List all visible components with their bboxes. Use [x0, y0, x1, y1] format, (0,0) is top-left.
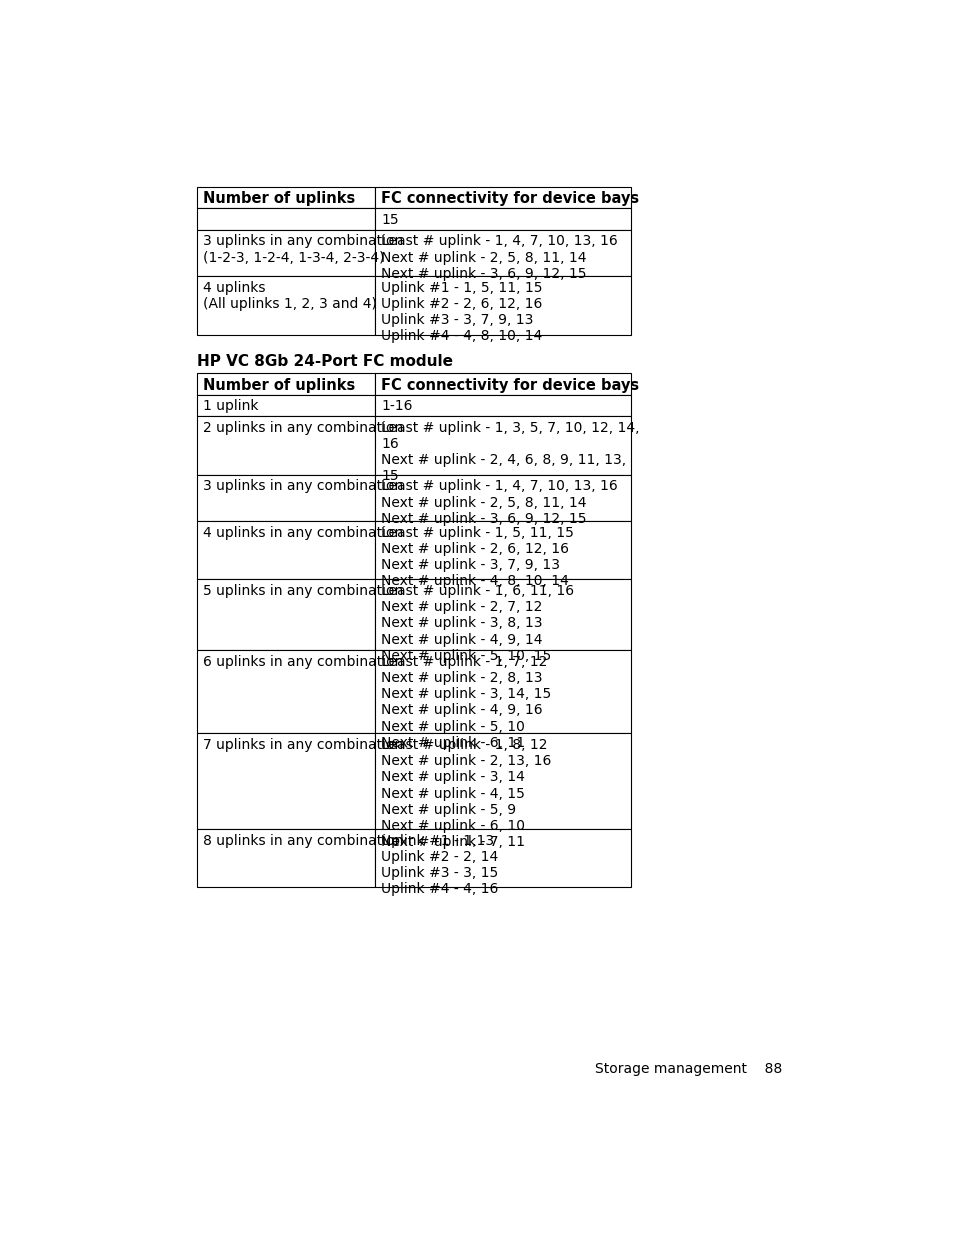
Bar — [196, 734, 375, 829]
Text: 4 uplinks
(All uplinks 1, 2, 3 and 4): 4 uplinks (All uplinks 1, 2, 3 and 4) — [203, 280, 376, 311]
Text: Least # uplink - 1, 5, 11, 15
Next # uplink - 2, 6, 12, 16
Next # uplink - 3, 7,: Least # uplink - 1, 5, 11, 15 Next # upl… — [381, 526, 574, 588]
Bar — [375, 651, 630, 734]
Bar — [375, 474, 630, 521]
Text: 5 uplinks in any combination: 5 uplinks in any combination — [203, 584, 403, 598]
Bar — [196, 209, 375, 230]
Text: 1-16: 1-16 — [381, 399, 413, 414]
Text: Least # uplink - 1, 6, 11, 16
Next # uplink - 2, 7, 12
Next # uplink - 3, 8, 13
: Least # uplink - 1, 6, 11, 16 Next # upl… — [381, 584, 574, 663]
Bar — [196, 275, 375, 335]
Bar — [375, 395, 630, 416]
Text: 7 uplinks in any combination: 7 uplinks in any combination — [203, 739, 403, 752]
Bar — [196, 230, 375, 275]
Text: 2 uplinks in any combination: 2 uplinks in any combination — [203, 421, 403, 435]
Bar — [196, 521, 375, 579]
Bar — [375, 734, 630, 829]
Text: Storage management    88: Storage management 88 — [594, 1062, 781, 1076]
Text: Uplink #1 - 1,13
Uplink #2 - 2, 14
Uplink #3 - 3, 15
Uplink #4 - 4, 16: Uplink #1 - 1,13 Uplink #2 - 2, 14 Uplin… — [381, 834, 498, 897]
Text: Number of uplinks: Number of uplinks — [203, 378, 355, 393]
Bar — [375, 521, 630, 579]
Bar — [196, 373, 375, 395]
Text: 6 uplinks in any combination: 6 uplinks in any combination — [203, 655, 403, 669]
Bar — [196, 395, 375, 416]
Bar — [375, 373, 630, 395]
Text: 8 uplinks in any combination: 8 uplinks in any combination — [203, 834, 403, 847]
Bar — [196, 829, 375, 888]
Text: FC connectivity for device bays: FC connectivity for device bays — [381, 378, 639, 393]
Text: Least # uplink - 1, 8, 12
Next # uplink - 2, 13, 16
Next # uplink - 3, 14
Next #: Least # uplink - 1, 8, 12 Next # uplink … — [381, 739, 551, 850]
Text: FC connectivity for device bays: FC connectivity for device bays — [381, 191, 639, 206]
Text: 15: 15 — [381, 212, 398, 227]
Bar — [196, 186, 375, 209]
Bar — [375, 209, 630, 230]
Text: Least # uplink - 1, 4, 7, 10, 13, 16
Next # uplink - 2, 5, 8, 11, 14
Next # upli: Least # uplink - 1, 4, 7, 10, 13, 16 Nex… — [381, 235, 618, 280]
Text: 3 uplinks in any combination
(1-2-3, 1-2-4, 1-3-4, 2-3-4): 3 uplinks in any combination (1-2-3, 1-2… — [203, 235, 403, 264]
Bar — [196, 416, 375, 474]
Bar — [196, 474, 375, 521]
Bar — [375, 186, 630, 209]
Bar — [196, 651, 375, 734]
Text: 3 uplinks in any combination: 3 uplinks in any combination — [203, 479, 403, 493]
Text: Least # uplink - 1, 7, 12
Next # uplink - 2, 8, 13
Next # uplink - 3, 14, 15
Nex: Least # uplink - 1, 7, 12 Next # uplink … — [381, 655, 551, 750]
Text: Least # uplink - 1, 3, 5, 7, 10, 12, 14,
16
Next # uplink - 2, 4, 6, 8, 9, 11, 1: Least # uplink - 1, 3, 5, 7, 10, 12, 14,… — [381, 421, 639, 483]
Bar — [375, 579, 630, 651]
Text: Uplink #1 - 1, 5, 11, 15
Uplink #2 - 2, 6, 12, 16
Uplink #3 - 3, 7, 9, 13
Uplink: Uplink #1 - 1, 5, 11, 15 Uplink #2 - 2, … — [381, 280, 542, 343]
Bar — [375, 829, 630, 888]
Bar — [375, 275, 630, 335]
Text: 1 uplink: 1 uplink — [203, 399, 258, 414]
Text: Number of uplinks: Number of uplinks — [203, 191, 355, 206]
Text: 4 uplinks in any combination: 4 uplinks in any combination — [203, 526, 403, 540]
Bar — [196, 579, 375, 651]
Text: Least # uplink - 1, 4, 7, 10, 13, 16
Next # uplink - 2, 5, 8, 11, 14
Next # upli: Least # uplink - 1, 4, 7, 10, 13, 16 Nex… — [381, 479, 618, 526]
Text: HP VC 8Gb 24-Port FC module: HP VC 8Gb 24-Port FC module — [196, 353, 453, 369]
Bar — [375, 230, 630, 275]
Bar — [375, 416, 630, 474]
